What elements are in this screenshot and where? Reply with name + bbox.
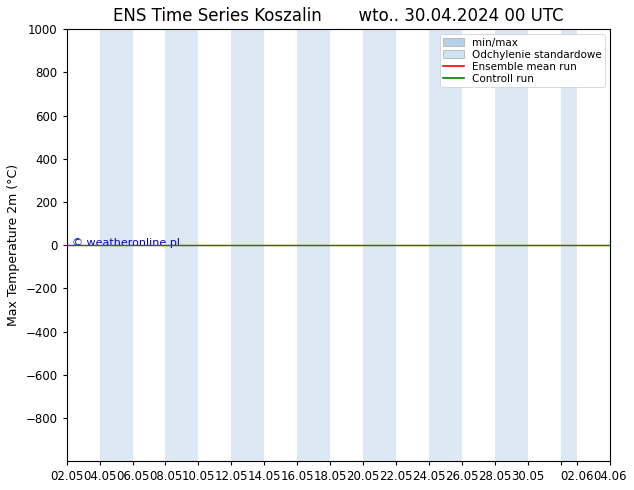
Bar [100, 29, 133, 461]
Bar [231, 29, 264, 461]
Bar [363, 29, 396, 461]
Bar [495, 29, 528, 461]
Legend: min/max, Odchylenie standardowe, Ensemble mean run, Controll run: min/max, Odchylenie standardowe, Ensembl… [440, 34, 605, 87]
Bar [561, 29, 578, 461]
Bar [165, 29, 198, 461]
Text: © weatheronline.pl: © weatheronline.pl [72, 238, 180, 248]
Y-axis label: Max Temperature 2m (°C): Max Temperature 2m (°C) [7, 164, 20, 326]
Title: ENS Time Series Koszalin       wto.. 30.04.2024 00 UTC: ENS Time Series Koszalin wto.. 30.04.202… [113, 7, 564, 25]
Bar [297, 29, 330, 461]
Bar [429, 29, 462, 461]
